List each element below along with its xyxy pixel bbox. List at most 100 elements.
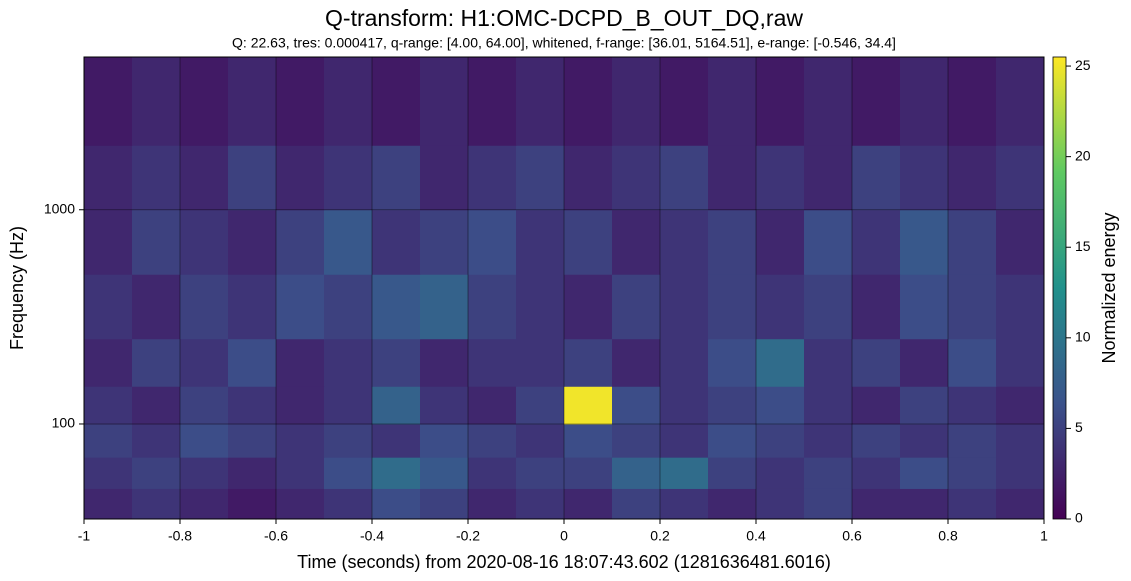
- heatmap-cell: [276, 57, 325, 146]
- heatmap-cell: [660, 488, 709, 520]
- heatmap-cell: [372, 423, 421, 458]
- heatmap-cell: [372, 457, 421, 489]
- x-tick-label: 0: [560, 528, 568, 544]
- heatmap-cell: [660, 338, 709, 387]
- heatmap-cell: [420, 488, 469, 520]
- heatmap-cell: [84, 145, 133, 211]
- heatmap-cell: [84, 209, 133, 275]
- heatmap-cell: [564, 488, 613, 520]
- colorbar-tick-label: 20: [1075, 147, 1091, 163]
- heatmap-cell: [756, 338, 805, 387]
- heatmap-cell: [228, 209, 277, 275]
- heatmap-cell: [612, 386, 661, 425]
- heatmap-cell: [660, 274, 709, 340]
- heatmap-cell: [660, 423, 709, 458]
- heatmap-cell: [276, 386, 325, 425]
- heatmap-cell: [228, 386, 277, 425]
- heatmap-cell: [468, 57, 517, 146]
- heatmap-cell: [804, 423, 853, 458]
- heatmap-cell: [180, 57, 229, 146]
- heatmap-cell: [852, 209, 901, 275]
- colorbar-label: Normalized energy: [1099, 212, 1119, 363]
- y-axis-label: Frequency (Hz): [7, 226, 27, 350]
- heatmap-cell: [468, 423, 517, 458]
- heatmap-cell: [420, 457, 469, 489]
- heatmap-cell: [708, 386, 757, 425]
- heatmap-cell: [420, 338, 469, 387]
- x-tick-label: -0.8: [168, 528, 192, 544]
- heatmap-cell: [180, 488, 229, 520]
- heatmap-cell: [228, 338, 277, 387]
- heatmap-cell: [228, 57, 277, 146]
- colorbar-tick-label: 10: [1075, 329, 1091, 345]
- x-tick-label: 0.2: [650, 528, 670, 544]
- x-axis-label: Time (seconds) from 2020-08-16 18:07:43.…: [297, 552, 831, 572]
- heatmap-cell: [612, 274, 661, 340]
- colorbar-tick-label: 15: [1075, 238, 1091, 254]
- heatmap-cell: [852, 145, 901, 211]
- x-tick-label: -0.2: [456, 528, 480, 544]
- heatmap-cell: [804, 457, 853, 489]
- heatmap-cell: [516, 57, 565, 146]
- heatmap-cell: [324, 457, 373, 489]
- heatmap-cell: [468, 386, 517, 425]
- heatmap-cell: [516, 488, 565, 520]
- x-tick-label: -0.4: [360, 528, 384, 544]
- heatmap-cell: [84, 57, 133, 146]
- heatmap-cell: [420, 57, 469, 146]
- heatmap-cell: [804, 386, 853, 425]
- heatmap-cell: [132, 274, 181, 340]
- heatmap-cell: [852, 338, 901, 387]
- heatmap-cell: [708, 145, 757, 211]
- heatmap-cell: [468, 457, 517, 489]
- heatmap-cell: [276, 274, 325, 340]
- heatmap-cell: [324, 488, 373, 520]
- heatmap-cell: [612, 457, 661, 489]
- heatmap-cell: [564, 209, 613, 275]
- heatmap-cell: [564, 386, 613, 425]
- heatmap-cell: [996, 423, 1045, 458]
- heatmap-cell: [420, 145, 469, 211]
- heatmap-cell: [852, 457, 901, 489]
- heatmap-cell: [132, 338, 181, 387]
- heatmap-cell: [228, 145, 277, 211]
- heatmap-cell: [996, 274, 1045, 340]
- heatmap-cell: [372, 338, 421, 387]
- heatmap-cell: [852, 57, 901, 146]
- heatmap-cell: [372, 488, 421, 520]
- heatmap-cell: [372, 274, 421, 340]
- heatmap-cell: [276, 209, 325, 275]
- heatmap-cell: [708, 457, 757, 489]
- heatmap-cell: [948, 274, 997, 340]
- heatmap-cell: [468, 338, 517, 387]
- heatmap-cell: [756, 423, 805, 458]
- heatmap-cell: [756, 386, 805, 425]
- heatmap-cell: [516, 338, 565, 387]
- heatmap-cell: [180, 209, 229, 275]
- heatmap-cell: [516, 274, 565, 340]
- heatmap-cell: [420, 386, 469, 425]
- heatmap-cell: [564, 274, 613, 340]
- y-tick-label: 100: [52, 415, 76, 431]
- heatmap-cell: [660, 209, 709, 275]
- x-tick-label: -0.6: [264, 528, 288, 544]
- heatmap-cell: [564, 57, 613, 146]
- heatmap-cell: [804, 274, 853, 340]
- heatmap-cell: [756, 57, 805, 146]
- heatmap-cell: [84, 274, 133, 340]
- heatmap-cell: [516, 423, 565, 458]
- heatmap-cell: [132, 423, 181, 458]
- heatmap-cell: [372, 145, 421, 211]
- heatmap-cell: [948, 423, 997, 458]
- heatmap-cell: [708, 338, 757, 387]
- heatmap-cell: [852, 386, 901, 425]
- heatmap-cell: [84, 457, 133, 489]
- x-tick-label: 0.4: [746, 528, 766, 544]
- heatmap-cell: [708, 57, 757, 146]
- heatmap-cell: [612, 209, 661, 275]
- heatmap-cell: [180, 274, 229, 340]
- heatmap-cell: [84, 386, 133, 425]
- heatmap-cell: [516, 209, 565, 275]
- heatmap-cell: [420, 209, 469, 275]
- heatmap: [84, 57, 1045, 520]
